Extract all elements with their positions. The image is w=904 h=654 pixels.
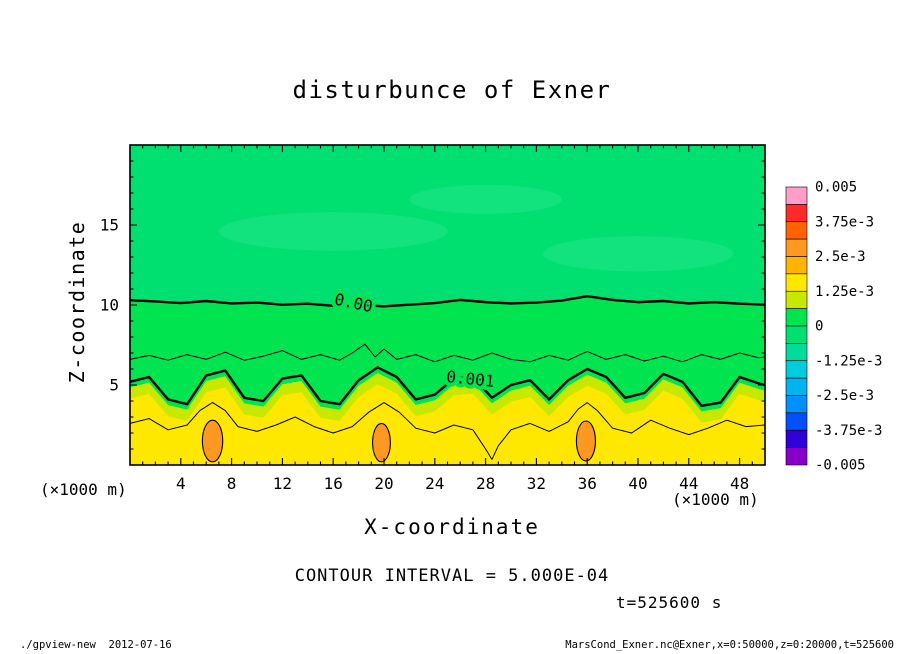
svg-text:4: 4 [176, 474, 186, 493]
svg-text:-2.5e-3: -2.5e-3 [815, 388, 874, 404]
svg-text:5: 5 [109, 376, 119, 395]
svg-text:-0.005: -0.005 [815, 458, 866, 474]
svg-text:28: 28 [476, 474, 495, 493]
svg-text:36: 36 [578, 474, 597, 493]
svg-text:32: 32 [527, 474, 546, 493]
svg-text:44: 44 [679, 474, 698, 493]
svg-text:-1.25e-3: -1.25e-3 [815, 353, 882, 369]
svg-text:3.75e-3: 3.75e-3 [815, 214, 874, 230]
y-axis-label: Z-coordinate [65, 220, 89, 384]
svg-text:0.005: 0.005 [815, 180, 857, 196]
svg-text:-3.75e-3: -3.75e-3 [815, 423, 882, 439]
svg-text:10: 10 [100, 296, 119, 315]
y-axis-unit-label: (×1000 m) [40, 480, 127, 499]
svg-text:8: 8 [227, 474, 237, 493]
svg-text:24: 24 [425, 474, 444, 493]
x-axis-label: X-coordinate [364, 515, 540, 539]
svg-text:1.25e-3: 1.25e-3 [815, 284, 874, 300]
svg-text:2.5e-3: 2.5e-3 [815, 249, 866, 265]
footer-dataset-info: MarsCond_Exner.nc@Exner,x=0:50000,z=0:20… [565, 639, 894, 651]
svg-text:12: 12 [273, 474, 292, 493]
svg-text:16: 16 [324, 474, 343, 493]
x-axis-unit-label: (×1000 m) [672, 490, 759, 509]
svg-text:0: 0 [815, 319, 823, 335]
svg-text:15: 15 [100, 216, 119, 235]
time-caption: t=525600 s [616, 593, 723, 612]
footer-program-date: ./gpview-new 2012-07-16 [20, 639, 172, 651]
svg-text:40: 40 [628, 474, 647, 493]
contour-interval-caption: CONTOUR INTERVAL = 5.000E-04 [294, 566, 610, 586]
svg-text:48: 48 [730, 474, 749, 493]
svg-text:20: 20 [374, 474, 393, 493]
chart-title: disturbunce of Exner [292, 76, 612, 104]
